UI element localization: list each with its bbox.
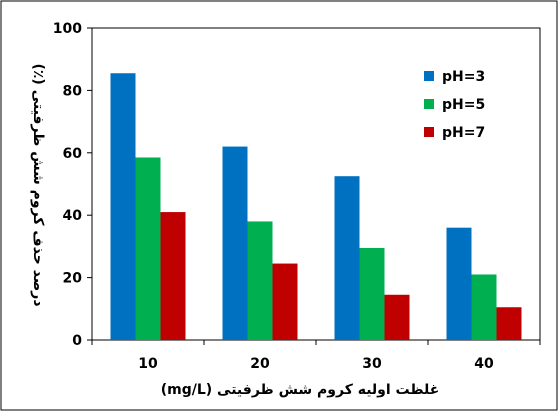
legend-swatch: [424, 127, 434, 137]
bar-pH=5-20: [247, 221, 273, 340]
bar-pH=3-40: [446, 227, 472, 340]
x-tick-label: 40: [474, 356, 494, 372]
bar-pH=5-40: [471, 274, 497, 340]
x-tick-label: 30: [362, 356, 382, 372]
legend-swatch: [424, 71, 434, 81]
y-tick-label: 80: [63, 83, 83, 99]
legend-label: pH=5: [442, 97, 485, 113]
y-tick-label: 0: [72, 333, 82, 349]
y-axis-title: درصد حذف کروم شش ظرفیتی (٪): [30, 63, 46, 306]
bar-pH=7-10: [160, 212, 186, 340]
x-axis-ticks: 10 20 30 40: [91, 340, 541, 372]
legend-swatch: [424, 99, 434, 109]
bar-pH=5-30: [359, 247, 385, 340]
bars-group: [110, 73, 522, 341]
bar-pH=3-30: [334, 176, 360, 340]
y-tick-label: 40: [63, 208, 83, 224]
y-tick-label: 20: [63, 271, 83, 287]
y-tick-label: 100: [53, 21, 82, 37]
bar-pH=7-40: [496, 307, 522, 340]
bar-pH=3-10: [110, 73, 136, 341]
y-axis-ticks: 0 20 40 60 80 100: [53, 21, 92, 349]
legend: pH=3 pH=5 pH=7: [424, 69, 485, 141]
y-tick-label: 60: [63, 146, 83, 162]
legend-label: pH=7: [442, 125, 485, 141]
x-axis-title: غلظت اولیه کروم شش ظرفیتی (mg/L): [161, 382, 440, 398]
bar-pH=7-30: [384, 294, 410, 340]
bar-pH=5-10: [135, 157, 161, 340]
legend-label: pH=3: [442, 69, 485, 85]
x-tick-label: 10: [138, 356, 158, 372]
x-tick-label: 20: [250, 356, 270, 372]
bar-pH=3-20: [222, 146, 248, 340]
bar-pH=7-20: [272, 263, 298, 340]
